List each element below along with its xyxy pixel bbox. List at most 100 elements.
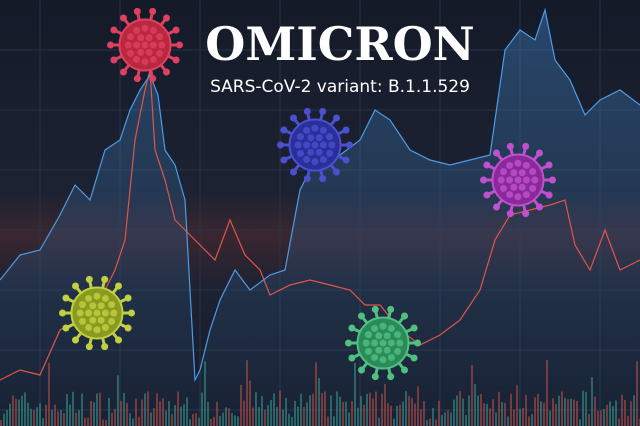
volume-bar [183,404,185,426]
volume-bar [567,399,569,426]
volume-bar [501,401,503,426]
volume-bar [306,402,308,426]
volume-bar [12,395,14,426]
virus-dot [394,347,402,355]
virus-spike-tip [289,114,297,122]
virus-dot [149,41,157,49]
volume-bar [609,401,611,426]
virus-spike-tip [549,176,556,184]
volume-bar [234,415,236,426]
virus-spike-tip [149,75,157,83]
volume-bar [636,361,638,426]
volume-bar [27,402,29,426]
volume-bar [303,406,305,426]
volume-bar [594,396,596,426]
volume-bar [6,410,8,426]
volume-bar [90,401,92,426]
volume-bar [189,419,191,426]
volume-bar [261,395,263,426]
volume-bar [225,407,227,426]
volume-bar [393,418,395,426]
volume-bar [492,398,494,426]
volume-bar [66,394,68,426]
volume-bar [36,407,38,426]
virus-spike-tip [357,312,365,320]
virus-dot [311,158,319,166]
volume-bar [24,392,26,426]
virus-dot [156,33,164,41]
virus-dot [315,134,323,142]
volume-bar [453,399,455,426]
volume-bar [54,404,56,426]
volume-bar [633,395,635,426]
virus-spike-tip [110,26,118,34]
volume-bar [375,391,377,426]
volume-bar [93,402,95,426]
volume-bar [573,399,575,426]
virus-dot [371,354,379,362]
virus-dot [328,141,336,149]
virus-dot [529,168,537,176]
volume-bar [618,418,620,426]
volume-bar [105,419,107,426]
virus-dot [387,339,395,347]
volume-bar [459,390,461,426]
virus-dot [137,34,145,42]
volume-bar [285,397,287,426]
volume-bar [447,410,449,426]
virus-dot [518,169,526,177]
volume-bar [75,412,77,426]
volume-bar [339,396,341,426]
virus-dot [375,346,383,354]
volume-bar [309,395,311,426]
virus-dot [371,324,379,332]
virus-spike-tip [410,324,418,332]
volume-bar [81,393,83,426]
volume-bar [576,401,578,426]
volume-bar [414,403,416,426]
volume-bar [135,398,137,426]
virus-spike-tip [319,107,327,115]
volume-bar [147,391,149,426]
volume-bar [219,415,221,426]
volume-bar [192,413,194,426]
volume-bar [123,392,125,426]
volume-bar [30,408,32,426]
virus-spike-tip [303,175,311,183]
virus-dot [379,339,387,347]
virus-dot [145,34,153,42]
virus-spike-tip [483,191,491,199]
red-line [0,69,640,381]
virus-spike-tip [124,294,132,302]
virus-spike-tip [545,191,553,199]
volume-bar [129,413,131,426]
virus-spike-tip [342,156,350,164]
virus-spike-tip [62,294,70,302]
volume-bar [120,400,122,426]
volume-bar [423,400,425,426]
volume-bar [474,384,476,426]
volume-bar [180,406,182,426]
virus-dot [497,176,505,184]
volume-bar [498,391,500,426]
virus-spike-tip [172,56,180,64]
virus-dot [510,169,518,177]
volume-bar [300,393,302,426]
volume-bar [627,415,629,426]
volume-bar [486,403,488,426]
virus-spike-tip [133,7,141,15]
volume-bar [384,384,386,426]
volume-bar [399,404,401,426]
volume-bar [504,402,506,426]
volume-bar [561,391,563,426]
subtitle: SARS-CoV-2 variant: B.1.1.529 [210,77,470,97]
virus-spike-tip [333,114,341,122]
virus-dot [141,41,149,49]
virus-spike-tip [107,41,114,49]
virus-spike-tip [115,282,123,290]
virus-spike-tip [480,176,487,184]
volume-bar [579,419,581,426]
virus-dot [506,191,514,199]
